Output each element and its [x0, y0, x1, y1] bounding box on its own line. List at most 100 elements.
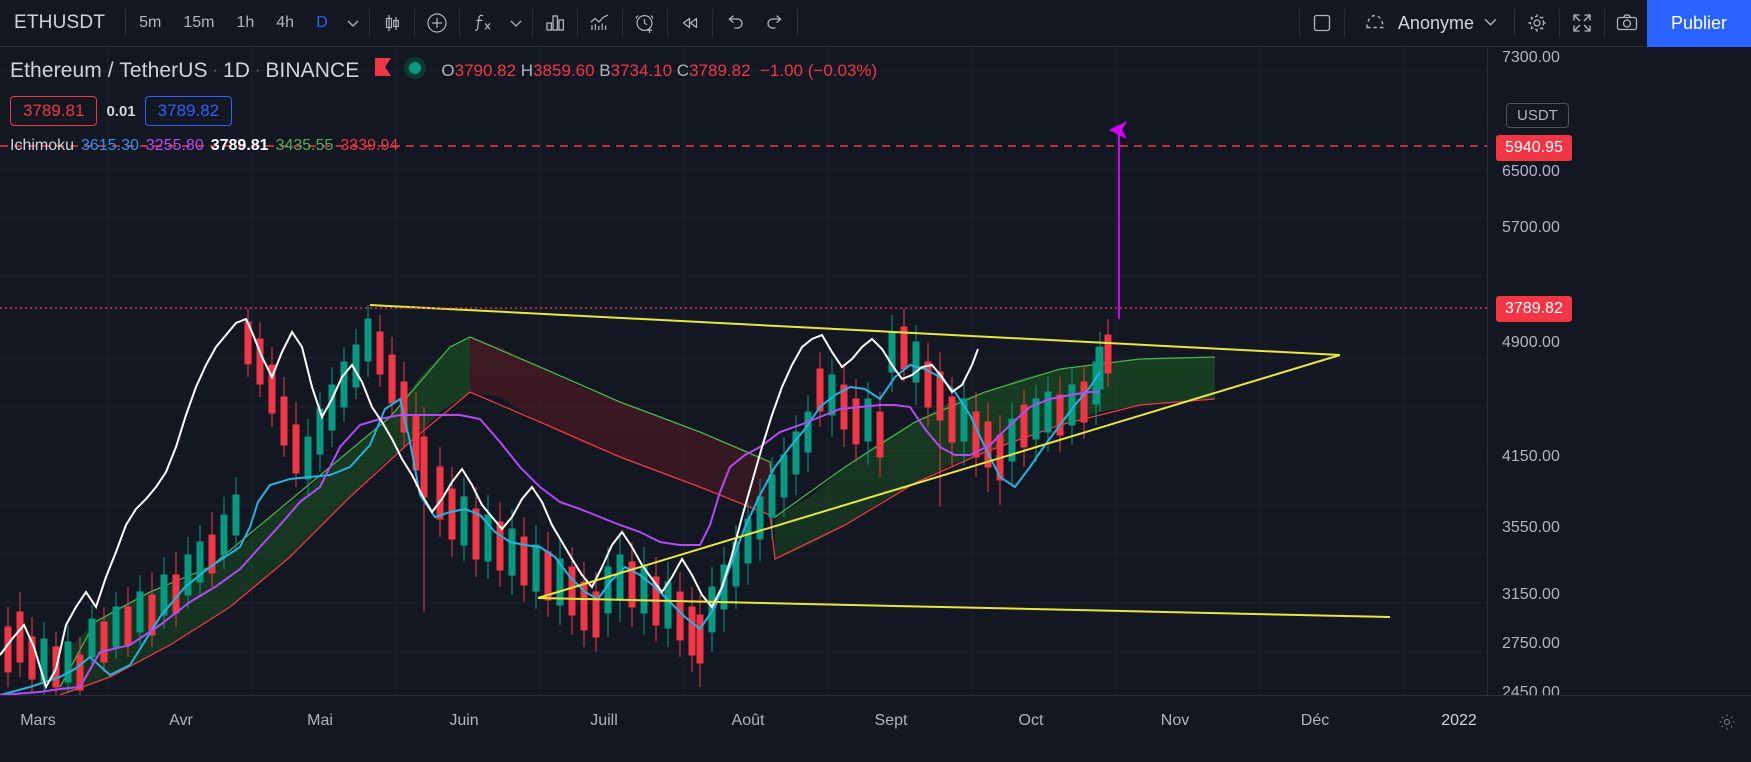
alarm-plus-icon[interactable] [625, 3, 665, 43]
toolbar-divider [1603, 9, 1605, 37]
price-tick: 7300.00 [1502, 49, 1560, 66]
bar-chart-icon[interactable] [535, 3, 575, 43]
current-price-badge[interactable]: 3789.82 [1496, 296, 1572, 322]
ohlc-open-value: 3790.82 [454, 61, 517, 80]
ohlc-high-label: H [520, 61, 534, 80]
timeframe-d[interactable]: D [316, 14, 328, 31]
separator-dot: · [212, 62, 218, 79]
chart-canvas [0, 47, 1487, 695]
square-layout-icon[interactable] [1302, 3, 1342, 43]
price-tick: 4900.00 [1502, 334, 1560, 351]
support-trendline [537, 354, 1341, 599]
price-change-percent: (−0.03%) [807, 61, 878, 80]
ohlc-close-value: 3789.82 [689, 61, 751, 80]
spread-value: 0.01 [106, 102, 136, 120]
ohlc-close-label: C [676, 61, 690, 80]
market-open-dot-icon[interactable] [403, 56, 427, 86]
ask-price-badge[interactable]: 3789.82 [144, 96, 233, 126]
timeframe-1h[interactable]: 1h [236, 14, 255, 31]
chart-plot-area[interactable] [0, 47, 1487, 695]
line-chart-icon[interactable] [580, 3, 620, 43]
toolbar-divider [576, 9, 578, 37]
resistance-trendline [369, 304, 1341, 356]
time-tick: Juin [449, 712, 479, 729]
toolbar-divider [368, 9, 370, 37]
camera-icon[interactable] [1607, 3, 1647, 43]
cloud-avatar-icon [1361, 9, 1389, 38]
price-tick: 2750.00 [1502, 635, 1560, 652]
toolbar-divider [1558, 9, 1560, 37]
timeframe-group: 5m 15m 1h 4h D [128, 0, 367, 47]
price-tick: 3150.00 [1502, 586, 1560, 603]
horizontal-base-trendline [537, 597, 1391, 618]
bid-ask-row: 3789.81 0.01 3789.82 [10, 96, 877, 126]
separator-dot: · [254, 62, 261, 79]
exchange-label[interactable]: BINANCE [265, 59, 360, 82]
span-a-value: 3435.55 [275, 137, 334, 154]
timeframe-5m[interactable]: 5m [139, 14, 162, 31]
ichimoku-legend-row[interactable]: Ichimoku 3615.30 3255.80 3789.81 3435.55… [10, 137, 877, 155]
grid-horizontal [0, 70, 1487, 653]
time-tick: Avr [169, 712, 193, 729]
time-tick: Juill [590, 712, 618, 729]
toolbar-divider [1513, 9, 1515, 37]
time-tick: Nov [1160, 712, 1190, 729]
ohlc-low-label: B [599, 61, 611, 80]
price-axis[interactable]: 7300.00 USDT 6500.00 5940.95 5700.00 490… [1487, 47, 1751, 750]
time-tick: Mars [20, 712, 56, 729]
fullscreen-icon[interactable] [1562, 3, 1602, 43]
symbol-search-button[interactable]: ETHUSDT [14, 12, 106, 33]
legend-title-row: Ethereum / TetherUS · 1D · BINANCE O3790… [10, 56, 877, 86]
gear-icon[interactable] [1517, 3, 1557, 43]
redo-icon[interactable] [755, 3, 795, 43]
red-flag-icon [373, 56, 393, 86]
ohlc-values: O3790.82 H3859.60 B3734.10 C3789.82 −1.0… [441, 61, 877, 81]
ohlc-open-label: O [441, 61, 455, 80]
publish-button[interactable]: Publier [1646, 0, 1751, 47]
bid-price-badge[interactable]: 3789.81 [10, 96, 98, 126]
candlestick-icon[interactable] [372, 3, 412, 43]
chevron-down-icon[interactable] [502, 3, 530, 43]
time-tick: Déc [1300, 712, 1330, 729]
time-tick: Oct [1018, 712, 1044, 729]
toolbar-divider [711, 9, 713, 37]
toolbar-divider [531, 9, 533, 37]
chevron-down-icon[interactable] [339, 3, 367, 43]
plus-circle-icon[interactable] [417, 3, 457, 43]
trendlines [369, 304, 1391, 618]
kijun-sen-line [0, 391, 1100, 695]
toolbar-divider [458, 9, 460, 37]
time-tick: Mai [307, 712, 333, 729]
rewind-icon[interactable] [670, 3, 710, 43]
timeframe-15m[interactable]: 15m [183, 14, 215, 31]
toolbar-divider [796, 9, 798, 37]
toolbar-divider [413, 9, 415, 37]
user-name-label: Anonyme [1397, 12, 1474, 33]
ohlc-low-value: 3734.10 [610, 61, 673, 80]
undo-icon[interactable] [715, 3, 755, 43]
interval-label[interactable]: 1D [222, 59, 250, 82]
toolbar-divider [666, 9, 668, 37]
fx-icon[interactable] [462, 3, 502, 43]
kijun-value: 3255.80 [145, 137, 204, 154]
top-toolbar: ETHUSDT 5m 15m 1h 4h D [0, 0, 1751, 47]
alert-price-badge[interactable]: 5940.95 [1496, 135, 1572, 161]
time-tick: Août [731, 712, 765, 729]
user-menu-button[interactable]: Anonyme [1347, 0, 1512, 47]
symbol-name-label[interactable]: Ethereum / TetherUS [10, 59, 208, 82]
price-tick: 5700.00 [1502, 219, 1560, 236]
toolbar-divider [1298, 9, 1300, 37]
chikou-value: 3789.81 [210, 137, 269, 154]
indicator-name-label: Ichimoku [10, 137, 75, 154]
time-axis[interactable]: Mars Avr Mai Juin Juill Août Sept Oct No… [0, 695, 1751, 762]
ohlc-high-value: 3859.60 [533, 61, 595, 80]
gear-icon[interactable] [1716, 711, 1738, 738]
toolbar-divider [125, 9, 127, 37]
price-tick: 3550.00 [1502, 519, 1560, 536]
timeframe-4h[interactable]: 4h [276, 14, 295, 31]
toolbar-divider [621, 9, 623, 37]
currency-unit-button[interactable]: USDT [1506, 103, 1569, 128]
chart-legend: Ethereum / TetherUS · 1D · BINANCE O3790… [10, 56, 877, 155]
price-change-value: −1.00 [759, 61, 803, 80]
